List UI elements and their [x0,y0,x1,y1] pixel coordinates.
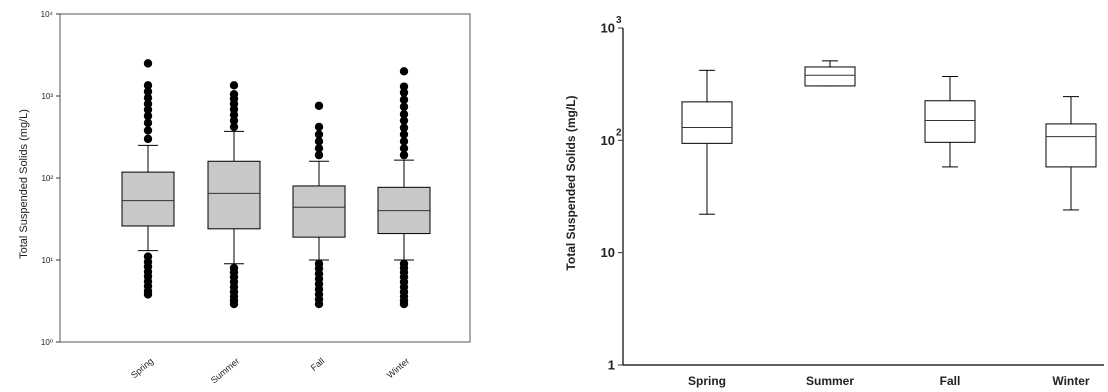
y-tick-label: 10¹ [41,256,53,265]
outlier-point [399,144,409,153]
outlier-point [399,137,409,146]
outlier-point [314,259,324,268]
y-tick-superscript: 3 [616,15,622,26]
outlier-point [314,101,324,110]
outlier-point [143,252,153,261]
outlier-point [143,99,153,109]
y-tick-superscript: 2 [616,127,622,138]
box-iqr [804,66,856,87]
outlier-point [229,122,239,132]
outlier-point [399,102,409,111]
outlier-point [314,144,324,153]
box-iqr [924,100,976,143]
y-tick-label: 10³ [41,92,53,101]
outlier-point [314,130,324,139]
outlier-point [143,81,153,90]
outlier-point [314,150,324,160]
y-tick-label: 1 [608,358,615,373]
box-iqr [121,171,175,227]
outlier-point [399,109,409,119]
outlier-point [143,93,153,103]
outlier-point [143,59,153,68]
x-tick-label: Summer [806,374,854,388]
y-tick-label: 10 [601,21,615,36]
outlier-point [399,116,409,125]
boxes-left [121,59,431,309]
outlier-point [399,88,409,97]
outlier-point [314,122,324,132]
outlier-point [143,126,153,135]
outlier-point [143,111,153,121]
box-iqr [207,160,261,230]
outlier-point [229,81,239,90]
outlier-point [399,259,409,268]
y-tick-label: 10⁰ [41,338,53,347]
outlier-point [399,95,409,104]
outlier-point [229,116,239,125]
box-iqr [681,101,733,144]
y-tick-label: 10⁴ [41,10,54,19]
y-axis-title-left: Total Suspended Solids (mg/L) [18,109,30,259]
x-tick-label: Fall [940,374,961,388]
boxes-right [681,60,1097,215]
x-tick-labels-right: Spring Summer Fall Winter [688,374,1090,388]
y-tick-label: 10 [601,133,615,148]
y-axis-title-right: Total Suspended Solids (mg/L) [564,95,578,271]
outlier-point [143,87,153,96]
outlier-point [314,137,324,146]
outlier-point [399,82,409,91]
outlier-point [143,118,153,128]
box-iqr [292,185,346,238]
outlier-point [229,263,239,273]
outlier-point [399,150,409,160]
outlier-point [229,90,239,99]
outlier-point [399,130,409,139]
y-tick-label: 10² [41,174,53,183]
outlier-point [399,67,409,76]
outlier-point [143,134,153,144]
y-tick-label: 10 [601,245,615,260]
box-iqr [1045,123,1097,168]
y-axis-left: 10⁰ 10¹ 10² 10³ 10⁴ [41,10,60,347]
x-tick-label: Spring [688,374,726,388]
x-tick-label: Winter [1052,374,1090,388]
outlier-point [143,105,153,114]
outlier-point [399,123,409,132]
